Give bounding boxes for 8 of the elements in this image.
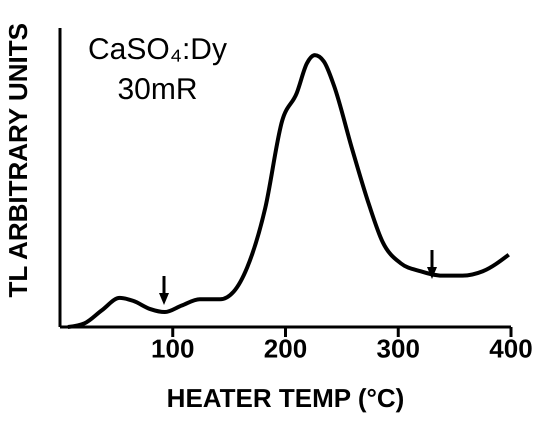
x-tick-label: 200 — [264, 333, 308, 364]
annotation: 30mR — [116, 72, 198, 108]
x-tick-label: 300 — [376, 333, 420, 364]
x-tick-label: 400 — [489, 333, 533, 364]
y-axis-title: TL ARBITRARY UNITS — [3, 23, 34, 298]
annotation: CaSO₄:Dy — [88, 32, 227, 68]
x-axis-title: HEATER TEMP (°C) — [166, 383, 404, 413]
x-tick-label: 100 — [151, 333, 194, 364]
